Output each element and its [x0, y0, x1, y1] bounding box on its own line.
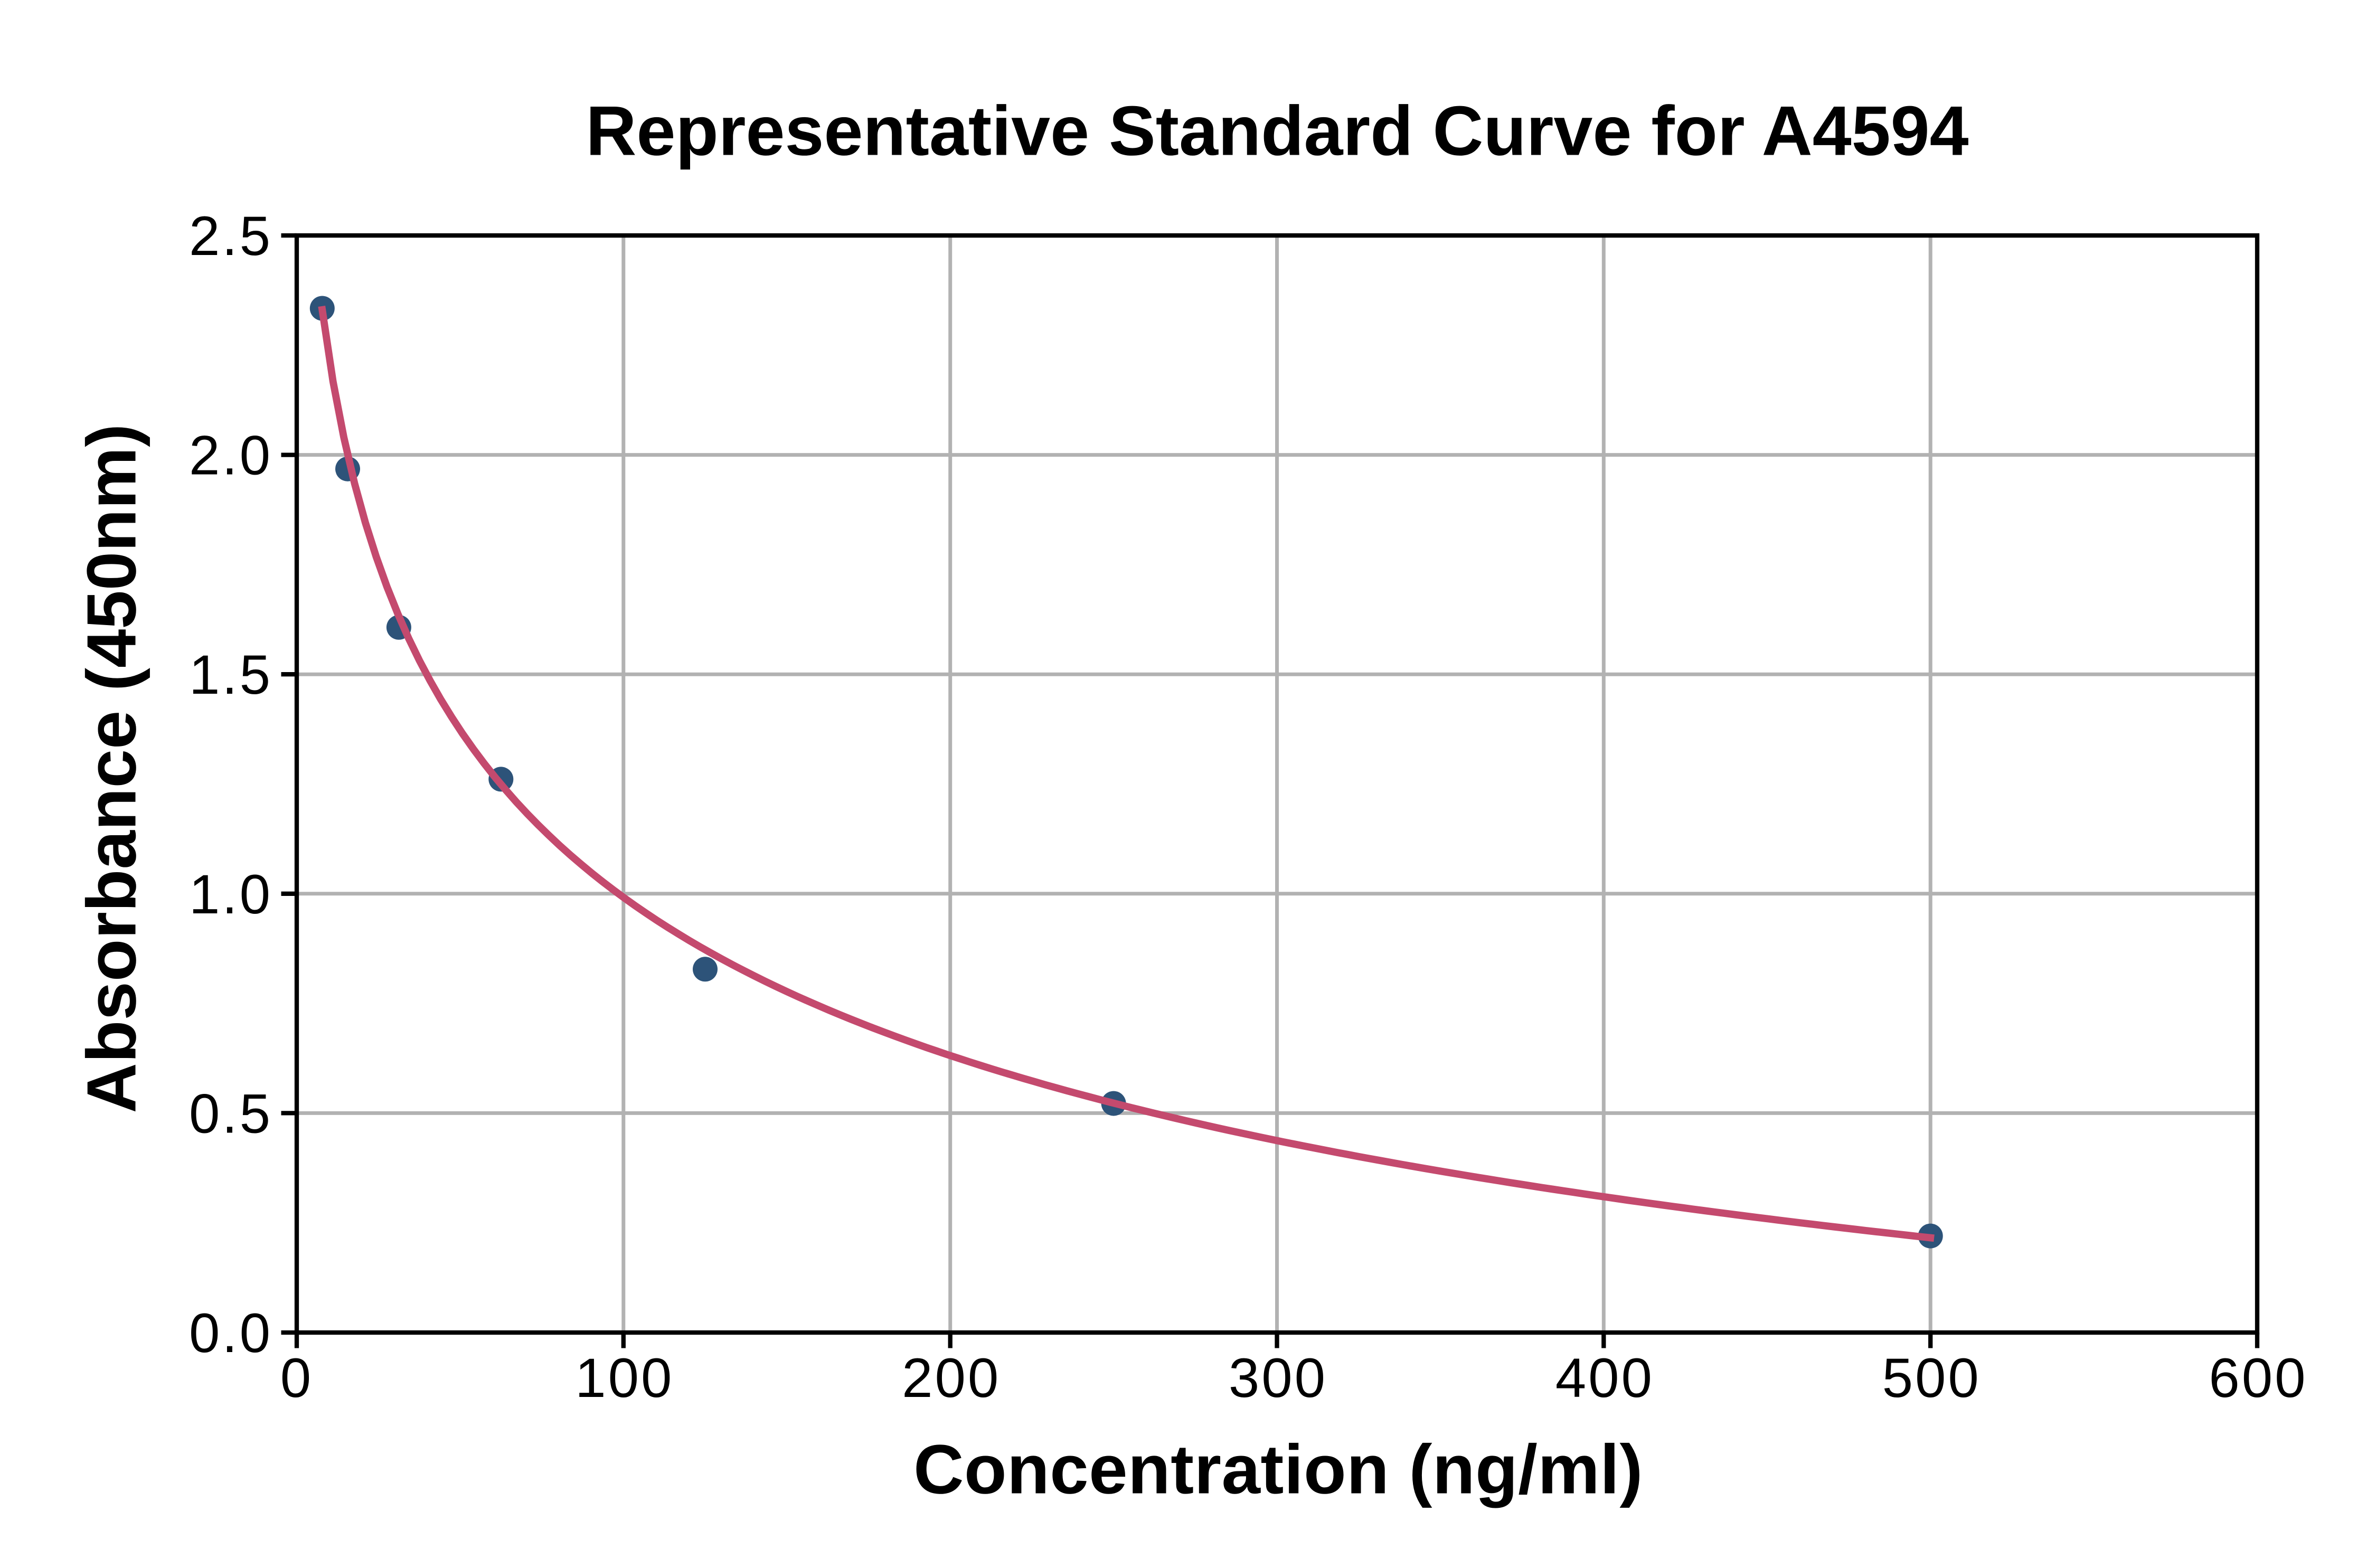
svg-text:2.5: 2.5 [189, 205, 272, 267]
svg-text:500: 500 [1882, 1347, 1981, 1409]
svg-text:1.5: 1.5 [189, 644, 272, 706]
svg-text:0.0: 0.0 [189, 1302, 272, 1364]
svg-text:1.0: 1.0 [189, 864, 272, 925]
svg-text:300: 300 [1229, 1347, 1327, 1409]
svg-text:Representative Standard Curve: Representative Standard Curve for A4594 [586, 92, 1968, 171]
svg-text:0.5: 0.5 [189, 1083, 272, 1145]
svg-text:2.0: 2.0 [189, 425, 272, 487]
svg-text:Concentration (ng/ml): Concentration (ng/ml) [913, 1431, 1643, 1508]
svg-text:Absorbance (450nm): Absorbance (450nm) [73, 424, 150, 1113]
svg-text:600: 600 [2209, 1347, 2307, 1409]
svg-text:400: 400 [1555, 1347, 1654, 1409]
svg-text:200: 200 [902, 1347, 1001, 1409]
svg-text:100: 100 [575, 1347, 674, 1409]
svg-text:0: 0 [280, 1347, 313, 1409]
